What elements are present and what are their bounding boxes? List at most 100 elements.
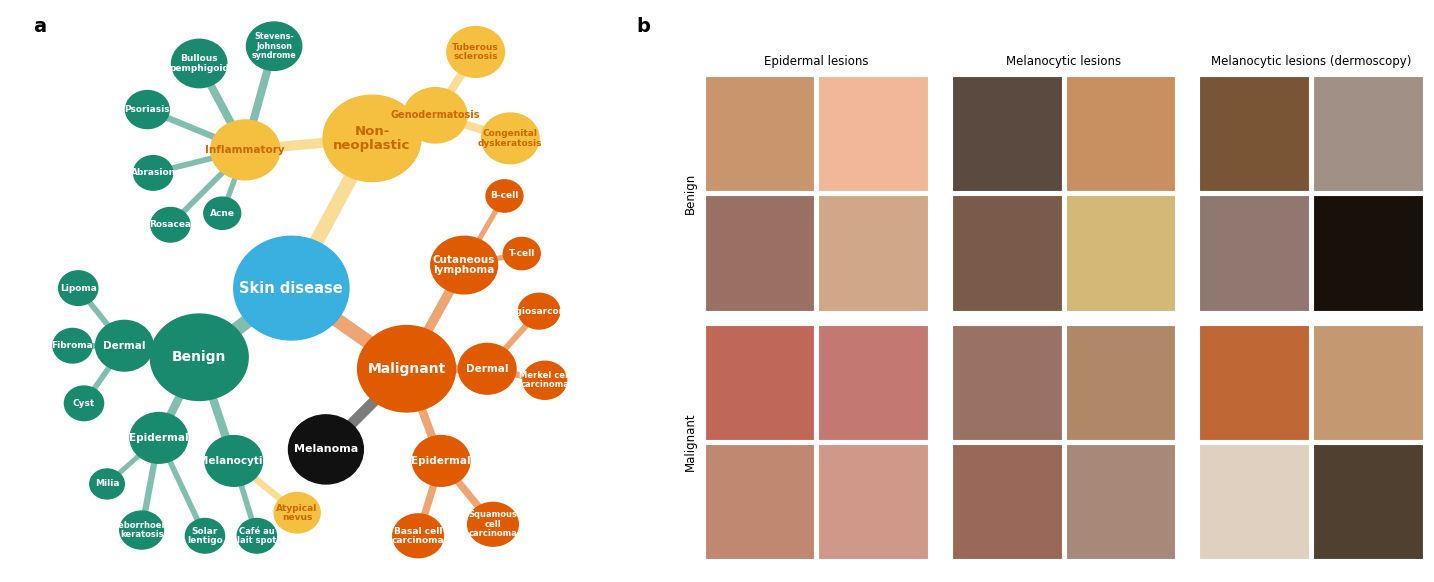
Text: Cutaneous
lymphoma: Cutaneous lymphoma — [433, 255, 495, 275]
Text: Bullous
pemphigoid: Bullous pemphigoid — [169, 54, 229, 73]
Text: Genodermatosis: Genodermatosis — [390, 111, 480, 120]
Ellipse shape — [211, 120, 280, 180]
Bar — [1199, 76, 1309, 191]
Text: Inflammatory: Inflammatory — [205, 145, 285, 155]
Ellipse shape — [482, 113, 539, 164]
Text: Benign: Benign — [172, 350, 227, 364]
Text: Skin disease: Skin disease — [239, 281, 343, 296]
Text: Melanoma: Melanoma — [294, 445, 358, 455]
Text: Angiosarcoma: Angiosarcoma — [503, 307, 575, 315]
Ellipse shape — [237, 519, 277, 553]
Ellipse shape — [467, 502, 518, 546]
Text: Merkel cell
carcinoma: Merkel cell carcinoma — [519, 371, 571, 389]
Ellipse shape — [503, 237, 541, 269]
Ellipse shape — [274, 492, 320, 533]
Text: Dermal: Dermal — [466, 364, 509, 374]
Ellipse shape — [126, 91, 169, 129]
Text: Squamous
cell
carcinoma: Squamous cell carcinoma — [469, 510, 518, 538]
Bar — [1314, 76, 1423, 191]
Ellipse shape — [486, 180, 523, 212]
Bar — [819, 325, 928, 439]
Ellipse shape — [413, 435, 470, 487]
Text: Non-
neoplastic: Non- neoplastic — [333, 125, 410, 151]
Bar — [1314, 444, 1423, 559]
Text: Tuberous
sclerosis: Tuberous sclerosis — [452, 43, 499, 61]
Text: Congenital
dyskeratosis: Congenital dyskeratosis — [478, 129, 542, 147]
Text: Melanocytic: Melanocytic — [198, 456, 270, 466]
Text: Abrasion: Abrasion — [130, 168, 176, 178]
Ellipse shape — [430, 236, 498, 294]
Ellipse shape — [234, 236, 348, 340]
Bar — [1314, 325, 1423, 439]
Ellipse shape — [357, 325, 456, 412]
Text: b: b — [637, 17, 651, 36]
Ellipse shape — [447, 27, 505, 77]
Ellipse shape — [59, 271, 98, 306]
Bar — [952, 196, 1061, 311]
Bar — [704, 76, 815, 191]
Text: Café au
lait spot: Café au lait spot — [237, 527, 277, 545]
Text: Melanocytic lesions: Melanocytic lesions — [1007, 55, 1121, 68]
Text: Malignant: Malignant — [684, 413, 697, 471]
Bar — [1065, 76, 1176, 191]
Text: Rosacea: Rosacea — [149, 220, 192, 229]
Bar — [704, 325, 815, 439]
Ellipse shape — [185, 519, 225, 553]
Ellipse shape — [204, 197, 241, 229]
Ellipse shape — [288, 415, 363, 484]
Text: Epidermal lesions: Epidermal lesions — [764, 55, 869, 68]
Bar — [1314, 196, 1423, 311]
Bar — [704, 444, 815, 559]
Text: Stevens-
Johnson
syndrome: Stevens- Johnson syndrome — [252, 33, 297, 60]
Ellipse shape — [119, 511, 163, 549]
Text: Fibroma: Fibroma — [52, 341, 93, 350]
Text: Cyst: Cyst — [73, 399, 95, 408]
Ellipse shape — [247, 22, 301, 70]
Text: Dermal: Dermal — [103, 340, 146, 351]
Ellipse shape — [323, 95, 422, 182]
Text: Malignant: Malignant — [367, 362, 446, 376]
Text: B-cell: B-cell — [490, 191, 519, 200]
Ellipse shape — [130, 413, 188, 463]
Text: Seborrhoeic
keratosis: Seborrhoeic keratosis — [113, 521, 171, 539]
Ellipse shape — [404, 88, 467, 143]
Ellipse shape — [172, 40, 227, 88]
Bar — [1199, 196, 1309, 311]
Ellipse shape — [53, 328, 92, 363]
Bar — [704, 196, 815, 311]
Ellipse shape — [459, 343, 516, 394]
Text: a: a — [33, 17, 47, 36]
Ellipse shape — [523, 361, 566, 399]
Text: Atypical
nevus: Atypical nevus — [277, 503, 318, 522]
Text: Lipoma: Lipoma — [60, 283, 96, 293]
Ellipse shape — [393, 514, 443, 558]
Ellipse shape — [151, 314, 248, 400]
Text: Acne: Acne — [209, 209, 235, 218]
Bar — [952, 444, 1061, 559]
Bar — [1199, 444, 1309, 559]
Text: Psoriasis: Psoriasis — [125, 105, 171, 114]
Bar — [1065, 196, 1176, 311]
Ellipse shape — [151, 207, 189, 242]
Text: Epidermal: Epidermal — [412, 456, 470, 466]
Text: Solar
lentigo: Solar lentigo — [186, 527, 222, 545]
Text: Benign: Benign — [684, 173, 697, 214]
Bar — [952, 325, 1061, 439]
Ellipse shape — [96, 320, 153, 371]
Text: T-cell: T-cell — [509, 249, 535, 258]
Ellipse shape — [133, 155, 172, 190]
Text: Milia: Milia — [95, 480, 119, 488]
Text: Epidermal: Epidermal — [129, 433, 189, 443]
Text: Melanocytic lesions (dermoscopy): Melanocytic lesions (dermoscopy) — [1210, 55, 1411, 68]
Bar — [1065, 325, 1176, 439]
Bar — [1065, 444, 1176, 559]
Bar — [819, 196, 928, 311]
Ellipse shape — [518, 293, 559, 329]
Bar — [819, 444, 928, 559]
Ellipse shape — [205, 435, 262, 487]
Ellipse shape — [65, 386, 103, 421]
Bar — [952, 76, 1061, 191]
Bar — [819, 76, 928, 191]
Bar — [1199, 325, 1309, 439]
Text: Basal cell
carcinoma: Basal cell carcinoma — [391, 527, 445, 545]
